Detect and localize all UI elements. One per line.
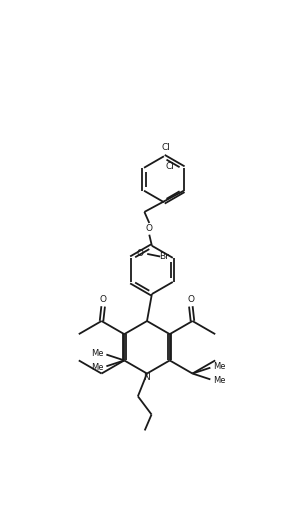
Text: Cl: Cl (161, 143, 170, 152)
Text: Me: Me (92, 349, 104, 358)
Text: O: O (100, 295, 107, 304)
Text: Me: Me (213, 362, 225, 371)
Text: Me: Me (213, 376, 225, 385)
Text: Me: Me (92, 363, 104, 372)
Text: Br: Br (159, 252, 169, 261)
Text: O: O (146, 225, 153, 234)
Text: O: O (187, 295, 194, 304)
Text: Cl: Cl (165, 162, 174, 171)
Text: N: N (144, 373, 150, 382)
Text: O: O (136, 250, 143, 259)
